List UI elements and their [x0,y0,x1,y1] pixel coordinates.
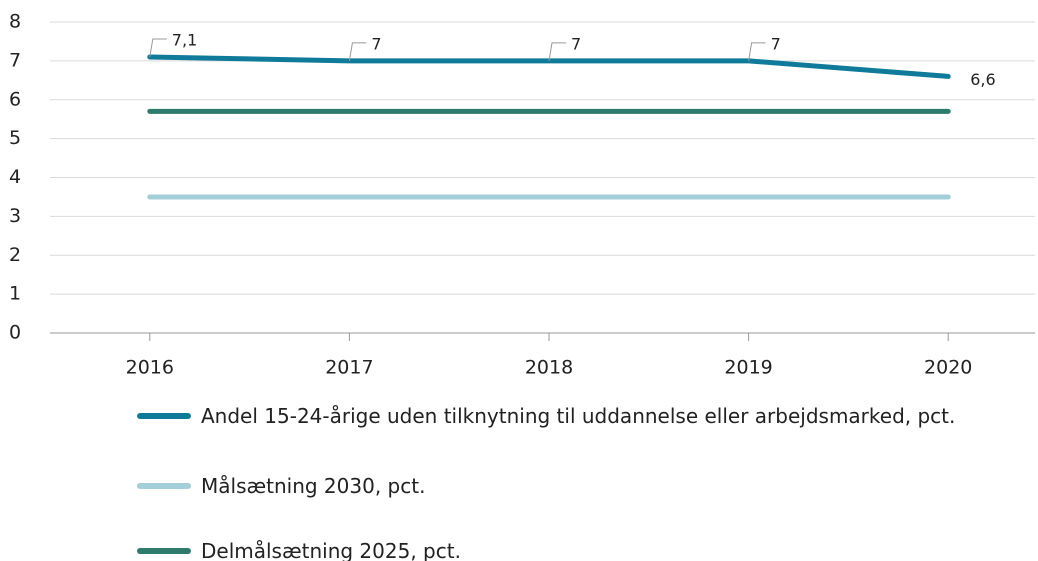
legend-swatch [137,413,191,419]
x-tick-label: 2019 [724,357,772,379]
data-label: 6,6 [970,70,995,89]
data-label: 7,1 [172,30,197,49]
legend-swatch [137,483,191,489]
label-leader [348,42,367,61]
legend-swatch [137,548,191,554]
y-tick-label: 5 [9,127,21,149]
y-tick-label: 4 [9,166,21,188]
y-tick-label: 6 [9,88,21,110]
x-tick-label: 2020 [924,357,972,379]
label-leader [548,42,566,61]
legend-label: Andel 15-24-årige uden tilknytning til u… [201,404,956,428]
y-tick-label: 7 [9,49,21,71]
x-tick-label: 2017 [325,357,373,379]
x-tick-label: 2016 [126,357,174,379]
label-leader [149,38,167,58]
y-tick-label: 8 [9,11,21,33]
data-label: 7 [771,34,781,53]
y-tick-label: 3 [9,205,21,227]
label-leader [748,42,766,61]
chart: 0 1 2 3 4 5 6 7 8 2016 2017 2018 2019 2020 7,1 7 7 7 6,6 [9,11,1035,379]
y-tick-label: 1 [9,283,21,305]
legend-item: Andel 15-24-årige uden tilknytning til u… [137,399,967,433]
legend-label: Målsætning 2030, pct. [201,474,426,498]
legend-item: Delmålsætning 2025, pct. [137,534,967,561]
legend-label: Delmålsætning 2025, pct. [201,539,461,561]
data-label: 7 [571,34,581,53]
x-tick-label: 2018 [525,357,573,379]
legend-item: Målsætning 2030, pct. [137,469,967,503]
data-label: 7 [371,34,381,53]
y-tick-label: 0 [9,322,21,344]
y-tick-label: 2 [9,244,21,266]
